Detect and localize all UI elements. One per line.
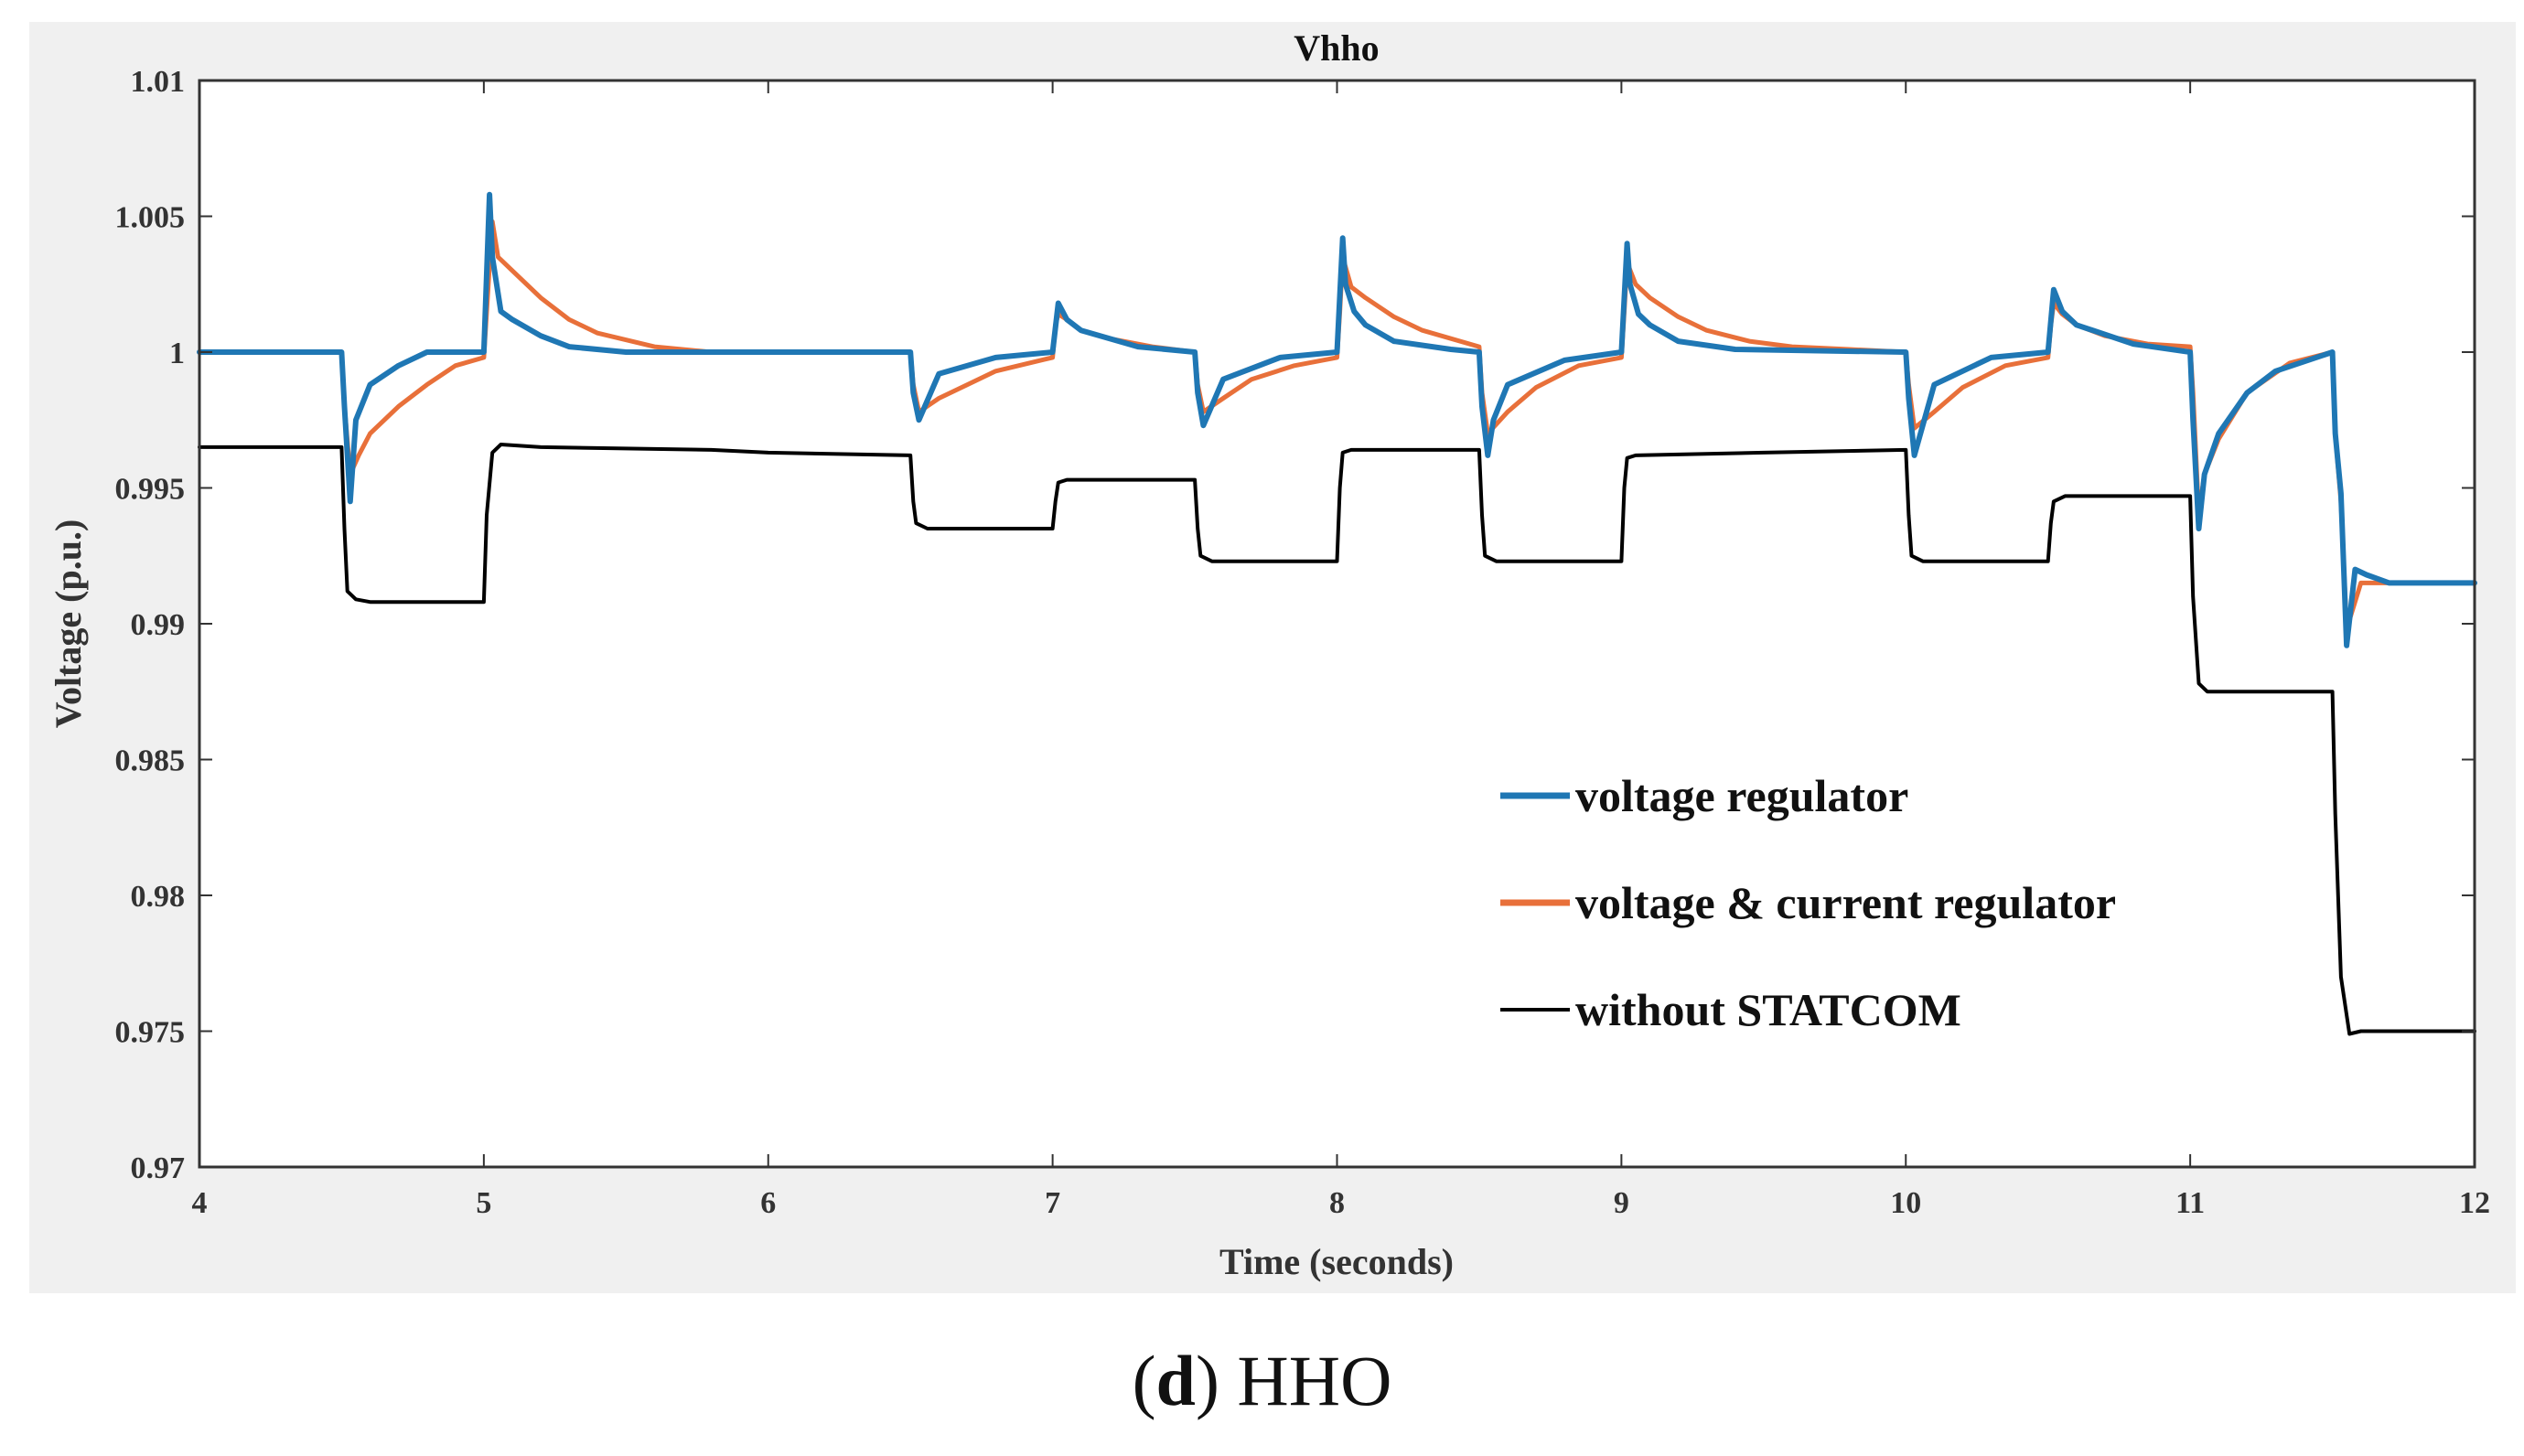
x-axis-title: Time (seconds) <box>1219 1241 1454 1282</box>
legend-label: voltage regulator <box>1575 770 1908 821</box>
x-ticks: 4 5 6 7 8 9 10 11 12 <box>192 80 2490 1220</box>
legend-label: voltage & current regulator <box>1575 877 2116 928</box>
x-tick-label: 10 <box>1890 1186 1921 1220</box>
y-axis-title: Voltage (p.u.) <box>48 519 89 729</box>
y-tick-label: 1.005 <box>115 201 186 235</box>
plot-area <box>199 80 2475 1167</box>
legend: voltage regulator voltage & current regul… <box>1500 770 2116 1035</box>
x-tick-label: 6 <box>760 1186 776 1220</box>
series-layer <box>197 191 2477 1036</box>
y-tick-label: 0.97 <box>131 1151 186 1185</box>
x-tick-label: 8 <box>1329 1186 1345 1220</box>
y-tick-label: 0.985 <box>115 744 186 778</box>
y-tick-label: 0.995 <box>115 473 186 507</box>
series-line-without-statcom <box>198 443 2476 1036</box>
x-tick-label: 4 <box>192 1186 208 1220</box>
caption-letter: d <box>1155 1341 1196 1420</box>
caption-text: HHO <box>1219 1341 1392 1420</box>
y-ticks: 0.97 0.975 0.98 0.985 0.99 0.995 1 1.005 1.01 <box>115 65 2475 1185</box>
figure-caption: (d) HHO <box>1132 1341 1392 1420</box>
x-tick-label: 12 <box>2459 1186 2490 1220</box>
y-tick-label: 1 <box>169 337 185 370</box>
legend-label: without STATCOM <box>1575 984 1961 1035</box>
y-tick-label: 0.99 <box>131 608 186 642</box>
y-tick-label: 0.975 <box>115 1016 186 1050</box>
x-tick-label: 9 <box>1614 1186 1629 1220</box>
x-tick-label: 5 <box>476 1186 491 1220</box>
y-tick-label: 0.98 <box>131 880 186 914</box>
series-line-voltage-regulator <box>197 191 2477 648</box>
x-tick-label: 7 <box>1045 1186 1060 1220</box>
x-tick-label: 11 <box>2175 1186 2205 1220</box>
y-tick-label: 1.01 <box>131 65 186 99</box>
chart-title: Vhho <box>1294 27 1379 69</box>
